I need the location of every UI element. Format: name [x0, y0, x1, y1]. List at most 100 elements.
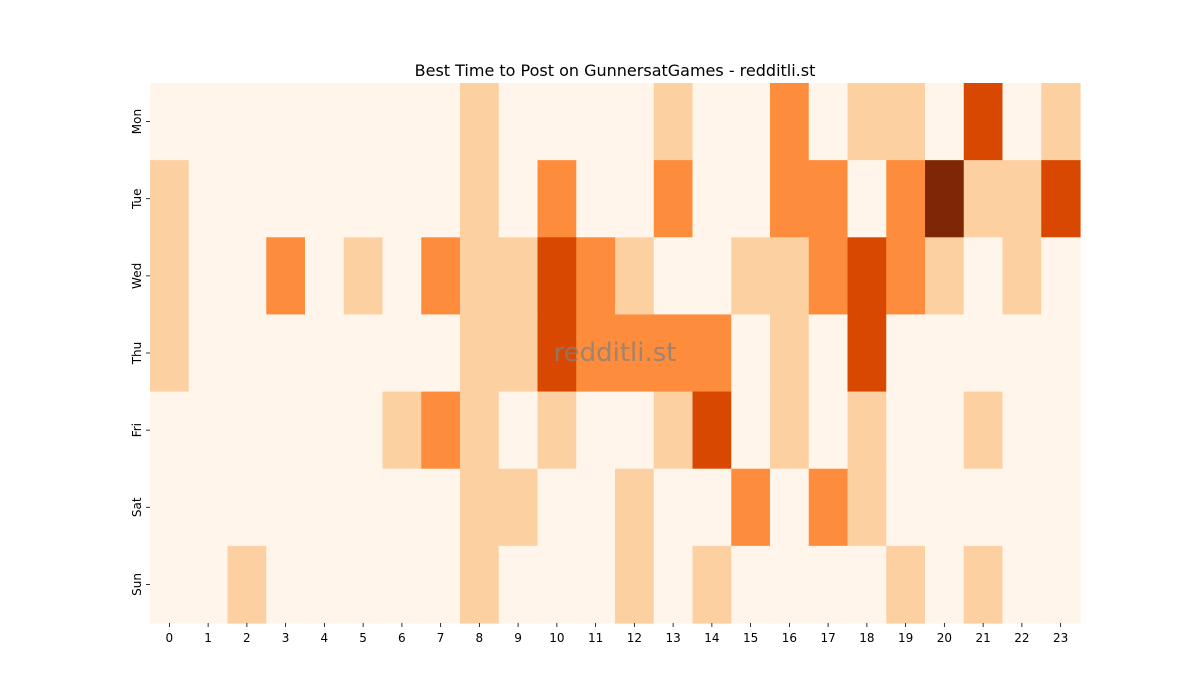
heatmap-cell: [653, 160, 694, 238]
heatmap-cell: [886, 314, 926, 393]
heatmap-cell: [305, 545, 345, 624]
heatmap-cell: [1041, 237, 1081, 316]
y-tick-label: Wed: [130, 263, 144, 289]
heatmap-cell: [227, 83, 267, 161]
heatmap-cell: [382, 545, 422, 624]
x-tick-label: 1: [204, 631, 212, 645]
heatmap-cell: [615, 391, 655, 470]
heatmap-cell: [847, 237, 887, 316]
heatmap-cell: [770, 391, 810, 470]
heatmap-cell: [770, 83, 810, 161]
heatmap-cell: [188, 545, 229, 624]
heatmap-cell: [770, 545, 810, 624]
heatmap-cell: [692, 391, 732, 470]
heatmap-cell: [421, 391, 461, 470]
heatmap-cell: [576, 314, 616, 393]
heatmap-cell: [227, 237, 267, 316]
heatmap-cell: [653, 237, 694, 316]
heatmap-cell: [305, 160, 345, 238]
heatmap-cell: [188, 83, 229, 161]
heatmap-cell: [1041, 83, 1081, 161]
heatmap-cell: [576, 83, 616, 161]
heatmap-cell: [227, 314, 267, 393]
heatmap-cell: [537, 391, 577, 470]
x-tick-label: 14: [704, 631, 719, 645]
chart-title: Best Time to Post on GunnersatGames - re…: [415, 61, 816, 80]
heatmap-cell: [653, 83, 694, 161]
heatmap-cell: [1041, 391, 1081, 470]
x-tick-label: 2: [243, 631, 251, 645]
heatmap-cell: [1041, 468, 1081, 547]
heatmap-cell: [537, 468, 577, 547]
heatmap-cell: [925, 391, 965, 470]
heatmap-cell: [615, 237, 655, 316]
heatmap-cell: [808, 237, 849, 316]
heatmap-cell: [266, 314, 306, 393]
x-tick-label: 17: [820, 631, 835, 645]
y-tick-label: Tue: [130, 188, 144, 210]
heatmap-cell: [188, 314, 229, 393]
x-tick-label: 19: [898, 631, 913, 645]
heatmap-cell: [266, 237, 306, 316]
heatmap-cell: [421, 83, 461, 161]
heatmap-cell: [498, 468, 539, 547]
heatmap-cell: [886, 545, 926, 624]
heatmap-cell: [498, 160, 539, 238]
heatmap-cell: [886, 468, 926, 547]
heatmap-cell: [266, 160, 306, 238]
x-tick-label: 15: [743, 631, 758, 645]
heatmap-cell: [150, 468, 190, 547]
heatmap-cell: [227, 468, 267, 547]
x-tick-label: 9: [514, 631, 522, 645]
x-tick-label: 10: [549, 631, 564, 645]
heatmap-cell: [150, 545, 190, 624]
x-tick-label: 8: [476, 631, 484, 645]
heatmap-cell: [343, 83, 384, 161]
heatmap-cell: [498, 83, 539, 161]
heatmap-cell: [382, 237, 422, 316]
heatmap-cell: [692, 160, 732, 238]
heatmap-cell: [963, 237, 1004, 316]
heatmap-cell: [615, 83, 655, 161]
heatmap-cell: [498, 545, 539, 624]
x-tick-label: 23: [1053, 631, 1068, 645]
heatmap-cell: [498, 391, 539, 470]
heatmap-cell: [266, 83, 306, 161]
heatmap-cell: [925, 468, 965, 547]
heatmap-cell: [266, 391, 306, 470]
heatmap-cell: [460, 314, 500, 393]
heatmap-cell: [460, 468, 500, 547]
heatmap-cell: [963, 545, 1004, 624]
heatmap-cell: [1002, 83, 1042, 161]
heatmap-cell: [925, 237, 965, 316]
heatmap-cell: [731, 237, 771, 316]
heatmap-cell: [1002, 391, 1042, 470]
heatmap-cell: [886, 391, 926, 470]
x-tick-label: 3: [282, 631, 290, 645]
heatmap-cell: [537, 237, 577, 316]
heatmap-cell: [886, 160, 926, 238]
y-axis: Mon Tue Wed Thu Fri Sat Sun: [130, 109, 150, 596]
x-tick-label: 7: [437, 631, 445, 645]
heatmap-cell: [1041, 160, 1081, 238]
heatmap-cell: [886, 83, 926, 161]
heatmap-cell: [847, 545, 887, 624]
heatmap-cell: [576, 391, 616, 470]
heatmap-cell: [1002, 545, 1042, 624]
heatmap-cell: [731, 391, 771, 470]
heatmap-cell: [150, 160, 190, 238]
heatmap-cell: [925, 545, 965, 624]
heatmap-cell: [1002, 237, 1042, 316]
heatmap-cell: [615, 468, 655, 547]
heatmap-cell: [576, 468, 616, 547]
heatmap-cell: [421, 545, 461, 624]
heatmap-cell: [266, 468, 306, 547]
heatmap-cell: [847, 160, 887, 238]
heatmap-cell: [343, 314, 384, 393]
heatmap-cell: [382, 160, 422, 238]
heatmap-cell: [925, 160, 965, 238]
heatmap-cell: [382, 468, 422, 547]
heatmap-cell: [305, 314, 345, 393]
heatmap-cell: [808, 391, 849, 470]
heatmap-cell: [188, 468, 229, 547]
